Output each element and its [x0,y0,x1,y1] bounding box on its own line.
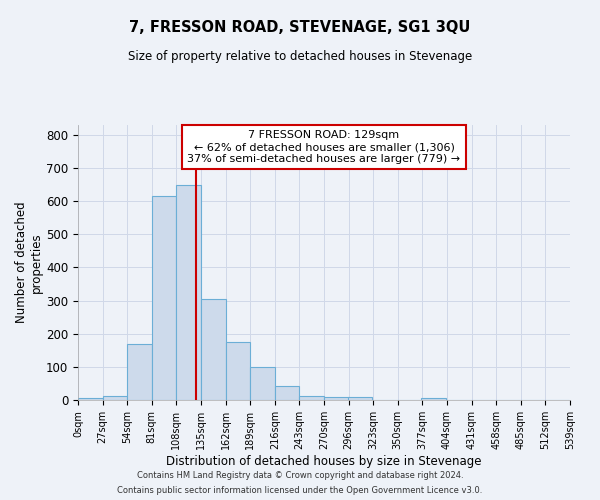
Text: 7 FRESSON ROAD: 129sqm
← 62% of detached houses are smaller (1,306)
37% of semi-: 7 FRESSON ROAD: 129sqm ← 62% of detached… [187,130,461,164]
Bar [347,398,372,400]
Bar [152,196,176,400]
Text: 7, FRESSON ROAD, STEVENAGE, SG1 3QU: 7, FRESSON ROAD, STEVENAGE, SG1 3QU [130,20,470,35]
Bar [324,398,349,400]
Text: Contains HM Land Registry data © Crown copyright and database right 2024.: Contains HM Land Registry data © Crown c… [137,471,463,480]
X-axis label: Distribution of detached houses by size in Stevenage: Distribution of detached houses by size … [166,454,482,468]
Bar [299,396,324,400]
Bar [250,367,275,400]
Bar [201,299,226,400]
Bar [421,398,446,400]
Bar [127,344,152,400]
Bar [275,386,299,400]
Bar [103,396,127,400]
Bar [176,184,201,400]
Bar [78,398,103,400]
Text: Contains public sector information licensed under the Open Government Licence v3: Contains public sector information licen… [118,486,482,495]
Text: Size of property relative to detached houses in Stevenage: Size of property relative to detached ho… [128,50,472,63]
Y-axis label: Number of detached
properties: Number of detached properties [15,202,43,324]
Bar [226,342,250,400]
